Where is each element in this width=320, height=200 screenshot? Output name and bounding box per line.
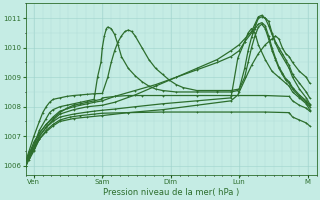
X-axis label: Pression niveau de la mer( hPa ): Pression niveau de la mer( hPa ) <box>103 188 239 197</box>
